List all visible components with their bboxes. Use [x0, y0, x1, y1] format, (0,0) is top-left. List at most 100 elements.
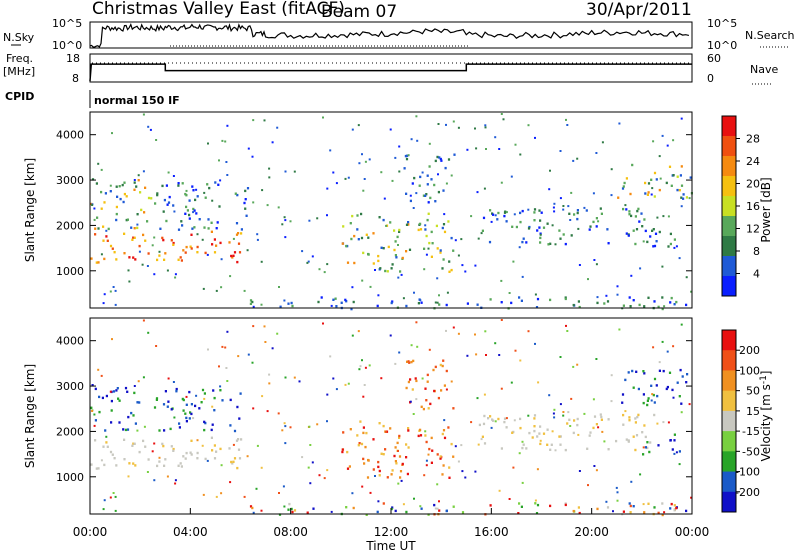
range-cell	[177, 182, 180, 185]
range-cell	[466, 148, 469, 151]
range-cell	[445, 509, 448, 513]
y-tick-label: 1000	[56, 471, 84, 484]
range-cell	[564, 297, 567, 301]
range-cell	[647, 296, 650, 299]
range-cell	[685, 509, 688, 513]
range-cell	[378, 422, 381, 425]
range-cell	[301, 456, 304, 459]
range-cell	[474, 333, 476, 336]
range-cell	[405, 304, 408, 308]
range-cell	[651, 187, 654, 190]
range-cell	[425, 193, 428, 196]
range-cell	[539, 236, 542, 240]
range-cell	[685, 381, 688, 384]
range-cell	[559, 237, 562, 240]
range-cell	[351, 214, 354, 218]
range-cell	[386, 270, 389, 273]
range-cell	[115, 464, 118, 467]
range-cell	[450, 380, 453, 383]
range-cell	[521, 275, 524, 278]
range-cell	[667, 421, 670, 424]
range-cell	[547, 243, 550, 246]
range-cell	[678, 395, 681, 398]
range-cell	[539, 219, 542, 222]
range-cell	[161, 442, 164, 446]
range-cell	[133, 227, 136, 230]
range-cell	[658, 188, 661, 192]
range-cell	[398, 351, 401, 354]
range-cell	[284, 425, 287, 428]
range-cell	[637, 387, 640, 391]
range-cell	[566, 330, 569, 332]
range-cell	[437, 396, 440, 400]
range-cell	[433, 503, 436, 507]
range-cell	[365, 513, 368, 516]
range-cell	[635, 370, 638, 373]
range-cell	[109, 496, 112, 499]
range-cell	[679, 368, 682, 372]
range-cell	[673, 433, 676, 436]
velocity-colorbar-label: Velocity [m s-1]	[759, 371, 773, 462]
range-cell	[675, 245, 678, 248]
range-cell	[539, 241, 542, 244]
range-cell	[109, 290, 112, 293]
range-cell	[445, 303, 448, 307]
range-cell	[521, 481, 524, 484]
range-cell	[377, 259, 380, 263]
range-cell	[441, 226, 444, 230]
range-cell	[96, 216, 99, 219]
range-cell	[521, 240, 524, 244]
range-cell	[369, 285, 372, 288]
range-cell	[673, 504, 676, 507]
range-cell	[583, 412, 586, 415]
range-cell	[510, 301, 513, 305]
range-cell	[655, 240, 658, 243]
range-cell	[663, 511, 666, 514]
range-cell	[453, 153, 456, 156]
range-cell	[190, 403, 193, 406]
y-tick-label: 1000	[56, 265, 84, 278]
range-cell	[326, 469, 329, 472]
range-cell	[206, 459, 209, 462]
range-cell	[358, 442, 361, 445]
range-cell	[184, 412, 187, 415]
range-cell	[457, 332, 460, 335]
range-cell	[407, 360, 410, 363]
range-cell	[344, 298, 347, 302]
range-cell	[585, 209, 588, 212]
range-cell	[103, 499, 106, 502]
range-cell	[249, 299, 253, 302]
range-cell	[395, 256, 398, 259]
range-cell	[382, 453, 385, 456]
range-cell	[676, 381, 679, 384]
range-cell	[522, 443, 525, 446]
range-cell	[603, 302, 606, 305]
range-cell	[405, 192, 408, 195]
range-cell	[163, 464, 166, 467]
range-cell	[622, 304, 625, 307]
range-cell	[416, 139, 419, 142]
range-cell	[94, 387, 97, 391]
range-cell	[537, 381, 540, 384]
nsky-strip: N.Sky 10^5 10^0 10^5 10^0 N.Search	[3, 17, 795, 52]
range-cell	[534, 293, 537, 296]
velocity-panel: 1000 2000 3000 4000 00:00 04:00 08:00 12:00 16:…	[23, 317, 710, 553]
range-cell	[593, 465, 596, 467]
x-tick-label: 00:00	[675, 525, 710, 539]
range-cell	[450, 236, 453, 240]
range-cell	[610, 194, 613, 197]
range-cell	[124, 428, 128, 432]
range-cell	[167, 171, 170, 174]
range-cell	[525, 447, 528, 450]
range-cell	[426, 183, 429, 186]
range-cell	[244, 189, 247, 193]
range-cell	[101, 396, 104, 400]
range-cell	[287, 302, 290, 305]
range-cell	[105, 235, 108, 238]
range-cell	[363, 462, 366, 465]
range-cell	[672, 174, 675, 177]
y-tick-label: 3000	[56, 174, 84, 187]
range-cell	[415, 379, 418, 383]
range-cell	[403, 167, 406, 170]
range-cell	[264, 341, 267, 343]
